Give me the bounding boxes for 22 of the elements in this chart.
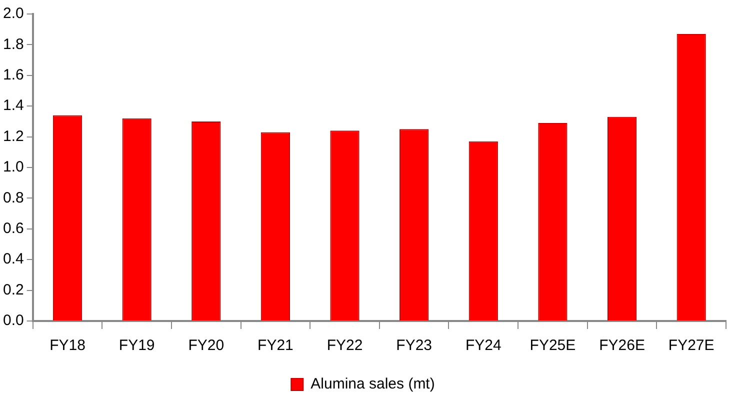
y-tick-label: 1.8	[2, 36, 24, 53]
x-tick-label: FY27E	[668, 337, 714, 354]
x-tick-label: FY19	[118, 337, 155, 354]
y-tick-label: 2.0	[2, 5, 24, 22]
x-tick-label: FY26E	[599, 337, 645, 354]
x-tick-label: FY20	[188, 337, 224, 354]
legend-label: Alumina sales (mt)	[310, 376, 435, 393]
x-tick-label: FY25E	[530, 337, 576, 354]
x-tick-label: FY23	[396, 337, 432, 354]
x-tick-label: FY24	[465, 337, 502, 354]
x-tick-label: FY21	[258, 337, 294, 354]
y-tick-label: 0.2	[2, 281, 24, 298]
y-tick-label: 0.0	[2, 312, 24, 330]
y-tick-label: 1.6	[2, 66, 24, 84]
y-tick-label: 0.8	[2, 189, 24, 206]
y-tick-label: 1.4	[2, 97, 24, 114]
y-tick-label: 1.2	[2, 128, 24, 145]
y-tick-label: 0.4	[2, 250, 24, 268]
y-tick-label: 1.0	[2, 158, 24, 176]
x-tick-label: FY18	[50, 337, 86, 354]
x-tick-label: FY22	[326, 337, 363, 354]
y-tick-label: 0.6	[2, 220, 24, 238]
